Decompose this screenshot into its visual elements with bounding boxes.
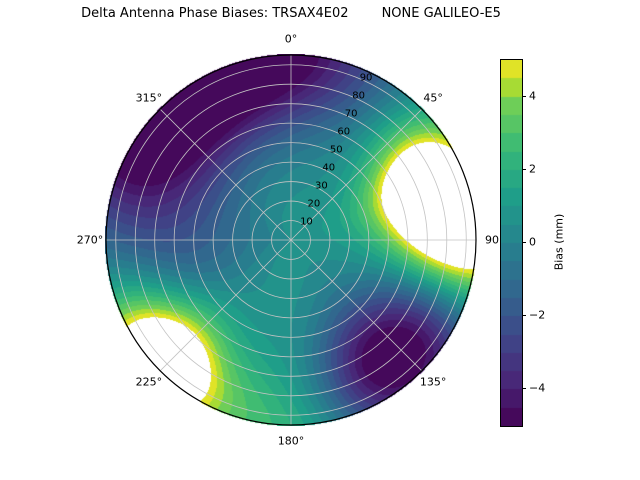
colorbar-tick-mark	[522, 315, 526, 317]
colorbar-tick-mark	[522, 388, 526, 390]
grid-spoke	[159, 108, 292, 241]
chart-title: Delta Antenna Phase Biases: TRSAX4E02 NO…	[81, 6, 501, 21]
azimuth-tick-label: 315°	[135, 91, 163, 105]
radial-tick-label: 40	[322, 162, 336, 174]
radial-tick-label: 90	[359, 72, 373, 84]
colorbar-tick-label: 0	[529, 235, 536, 249]
colorbar-tick-label: −4	[529, 381, 546, 395]
azimuth-tick-label: 45°	[423, 91, 443, 105]
colorbar-tick-label: 4	[529, 89, 536, 103]
radial-tick-label: 80	[352, 90, 365, 102]
azimuth-tick-label: 180°	[277, 434, 305, 448]
colorbar	[500, 59, 523, 427]
radial-tick-label: 10	[300, 216, 313, 228]
colorbar-tick-mark	[522, 242, 526, 243]
radial-tick-label: 50	[329, 144, 343, 156]
colorbar-tick-label: 2	[529, 162, 536, 176]
azimuth-tick-label: 90	[485, 233, 499, 247]
azimuth-tick-label: 270°	[76, 233, 104, 247]
azimuth-tick-label: 135°	[419, 375, 447, 389]
polar-boundary	[105, 54, 477, 426]
colorbar-tick-mark	[522, 95, 526, 97]
azimuth-tick-label: 0°	[284, 32, 298, 46]
radial-tick-label: 70	[344, 108, 358, 120]
grid-spoke	[159, 239, 292, 372]
radial-tick-label: 60	[337, 126, 351, 138]
radial-tick-label: 20	[307, 198, 321, 210]
azimuth-tick-label: 225°	[135, 375, 163, 389]
grid-spoke	[290, 108, 423, 241]
grid-spoke	[290, 239, 423, 372]
colorbar-axis-label: Bias (mm)	[552, 213, 566, 271]
colorbar-tick-mark	[522, 168, 526, 170]
polar-grid-overlay	[105, 54, 477, 426]
radial-tick-label: 30	[314, 180, 328, 192]
colorbar-tick-label: −2	[529, 308, 546, 322]
